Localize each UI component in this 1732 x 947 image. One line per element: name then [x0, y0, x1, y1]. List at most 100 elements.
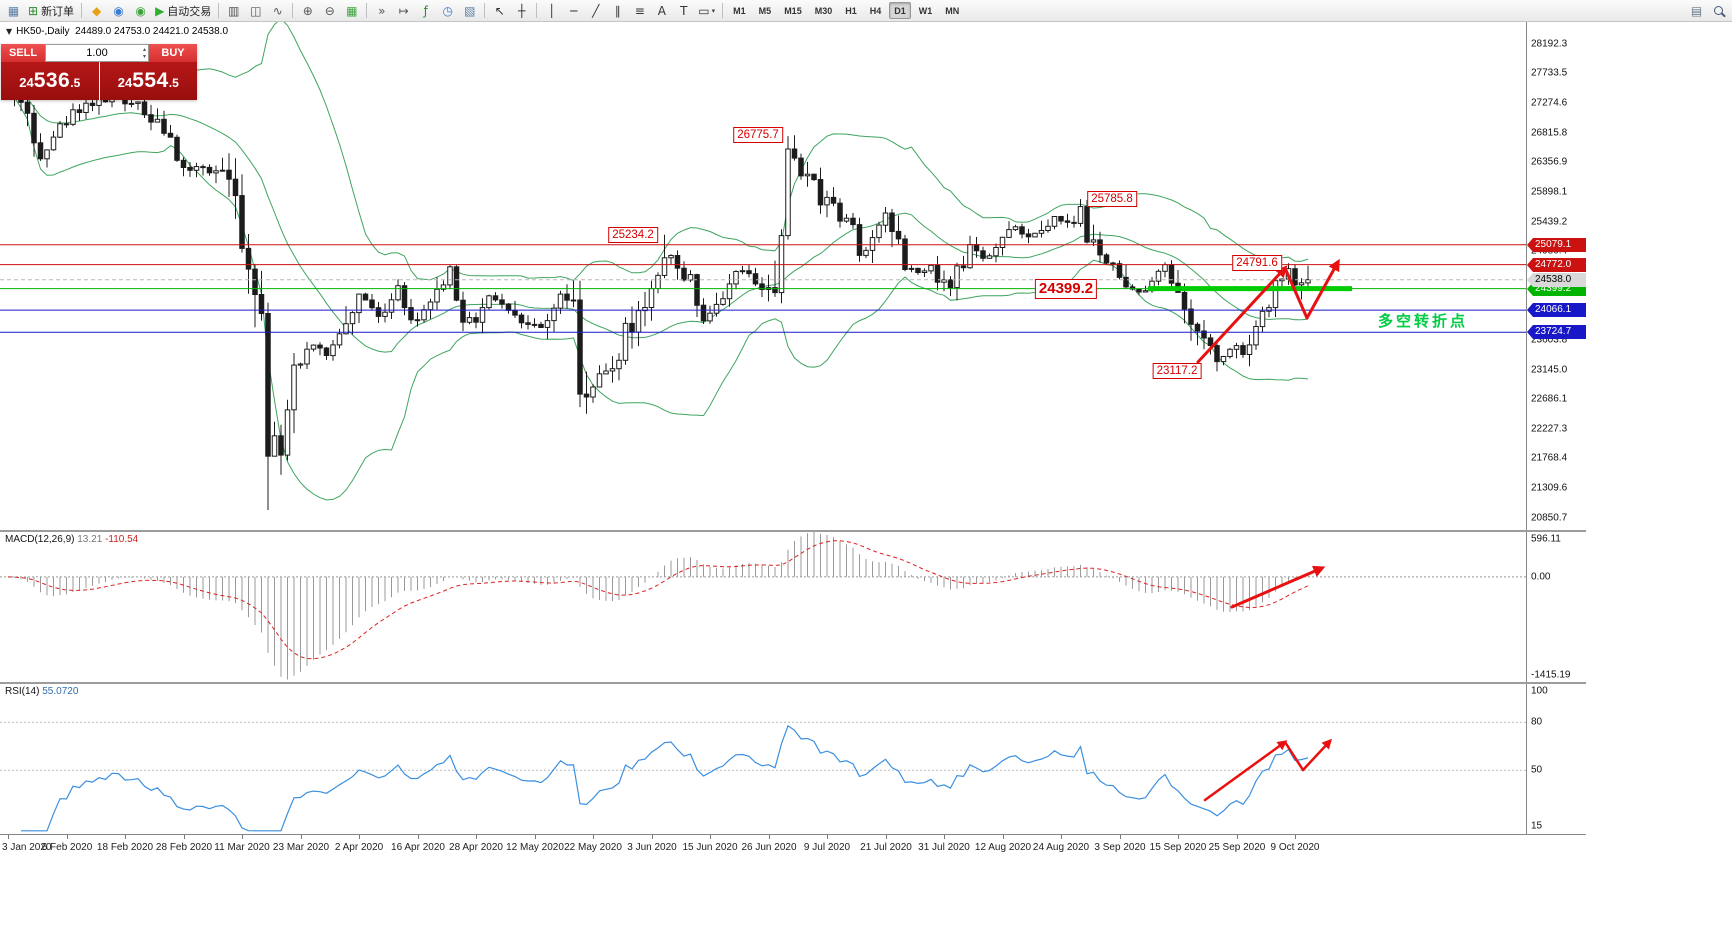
toolbar-separator — [536, 3, 538, 18]
templates-button[interactable]: ▧ — [459, 1, 480, 20]
autotrading-button[interactable]: ▶ 自动交易 — [152, 1, 214, 20]
time-tick — [944, 835, 945, 839]
timeframe-button-MN[interactable]: MN — [945, 5, 960, 16]
chevron-down-icon: ▾ — [711, 6, 716, 15]
price-tick: 25439.2 — [1531, 216, 1568, 228]
rsi-chart-svg[interactable] — [0, 684, 1526, 834]
candles-group — [5, 81, 1311, 510]
price-digits: .5 — [70, 76, 81, 90]
chart-shift-button[interactable]: ↦ — [393, 1, 414, 20]
macd-histogram — [14, 532, 1309, 680]
vertical-line-button[interactable]: │ — [541, 1, 562, 20]
bar-chart-type-icon: ▥ — [228, 3, 240, 18]
toolbar-separator — [218, 3, 220, 18]
zoom-out-button[interactable]: ⊖ — [319, 1, 340, 20]
volume-increase-icon[interactable]: ▴ — [142, 46, 146, 53]
volume-spinner[interactable]: ▴ ▾ — [143, 46, 146, 60]
line-chart-type-button[interactable]: ∿ — [267, 1, 288, 20]
volume-decrease-icon[interactable]: ▾ — [142, 53, 146, 60]
timeframe-button-H4[interactable]: H4 — [869, 5, 882, 16]
trendline-button[interactable]: ╱ — [585, 1, 606, 20]
periods-button[interactable]: ◷ — [437, 1, 458, 20]
templates-icon: ▧ — [464, 3, 476, 18]
text-label-icon: T — [680, 3, 688, 18]
timeframe-button-M1[interactable]: M1 — [733, 5, 746, 16]
time-axis[interactable]: 3 Jan 2020 6 Feb 2020 18 Feb 2020 28 Feb 20… — [0, 834, 1586, 856]
price-tag: 24538.0 — [1527, 273, 1586, 287]
timeframe-button-M5[interactable]: M5 — [758, 5, 772, 16]
price-tick: 21768.4 — [1531, 452, 1568, 464]
bollinger-upper-band — [7, 22, 1309, 282]
timeframe-button-D1[interactable]: D1 — [889, 2, 911, 19]
price-axis[interactable]: 28192.3 27733.5 27274.6 26815.8 26356.9 25898… — [1526, 22, 1586, 530]
buy-button[interactable]: BUY — [149, 44, 197, 62]
equidistant-channel-icon: ∥ — [614, 3, 621, 18]
magnifier-icon — [1714, 6, 1723, 15]
auto-scroll-icon: » — [378, 3, 386, 18]
rsi-label: RSI(14) 55.0720 — [5, 686, 78, 697]
fibonacci-button[interactable]: ≡ — [629, 1, 650, 20]
price-tag: 23724.7 — [1527, 325, 1586, 339]
new-chart-icon: ▦ — [7, 3, 20, 18]
indicators-icon: ƒ — [423, 3, 428, 18]
time-tick — [8, 835, 9, 839]
macd-chart-svg[interactable] — [0, 532, 1526, 682]
signals-button[interactable]: ◉ — [108, 1, 129, 20]
price-tag: 24066.1 — [1527, 303, 1586, 317]
panel-splitter[interactable] — [0, 530, 1586, 532]
window-list-button[interactable]: ▤ — [1686, 1, 1707, 20]
rsi-axis[interactable]: 100 80 50 15 — [1526, 684, 1586, 834]
date-label: 3 Sep 2020 — [1094, 842, 1146, 853]
search-button[interactable] — [1708, 1, 1729, 20]
auto-scroll-button[interactable]: » — [371, 1, 392, 20]
price-tag: 24772.0 — [1527, 258, 1586, 272]
bollinger-middle-band — [7, 84, 1309, 353]
autotrading-button-label: 自动交易 — [167, 5, 212, 18]
new-chart-button[interactable]: ▦ — [3, 1, 24, 20]
date-label: 6 Feb 2020 — [41, 842, 93, 853]
timeframe-button-H1[interactable]: H1 — [845, 5, 857, 16]
price-chart-svg[interactable] — [0, 22, 1526, 530]
equidistant-channel-button[interactable]: ∥ — [607, 1, 628, 20]
timeframe-button-M15[interactable]: M15 — [784, 5, 802, 16]
candlestick-chart-type-button[interactable]: ◫ — [245, 1, 266, 20]
new-order-button[interactable]: ⊞ 新订单 — [25, 1, 77, 20]
time-tick — [535, 835, 536, 839]
main-toolbar: ▦ ⊞ 新订单 ◆ ◉ ◉ ▶ 自动交易 ▥ ◫ ∿ ⊕ ⊖ ▦ » ↦ ƒ ◷ ▧ ↖ ┼ │ ─ ╱ ∥ ≡ A T ▭ ▾ M1 M5 M… — [0, 0, 1732, 22]
candlestick-chart-type-icon: ◫ — [250, 3, 262, 18]
sell-price-display[interactable]: 24 536.5 — [1, 62, 99, 100]
tile-windows-button[interactable]: ▦ — [341, 1, 362, 20]
time-tick — [1120, 835, 1121, 839]
crosshair-button[interactable]: ┼ — [511, 1, 532, 20]
volume-input[interactable]: 1.00 ▴ ▾ — [45, 44, 149, 62]
horizontal-line-button[interactable]: ─ — [563, 1, 584, 20]
macd-axis[interactable]: 596.11 0.00 -1415.19 — [1526, 532, 1586, 682]
bar-chart-type-button[interactable]: ▥ — [223, 1, 244, 20]
market-button[interactable]: ◆ — [86, 1, 107, 20]
time-tick — [593, 835, 594, 839]
zoom-in-button[interactable]: ⊕ — [297, 1, 318, 20]
panel-splitter[interactable] — [0, 682, 1586, 684]
zoom-in-icon: ⊕ — [302, 3, 313, 18]
community-button[interactable]: ◉ — [130, 1, 151, 20]
price-tick: 26356.9 — [1531, 156, 1568, 168]
text-label-button[interactable]: T — [673, 1, 694, 20]
fibonacci-icon: ≡ — [634, 3, 645, 18]
indicators-button[interactable]: ƒ — [415, 1, 436, 20]
time-tick — [67, 835, 68, 839]
date-label: 9 Jul 2020 — [803, 842, 851, 853]
text-button[interactable]: A — [651, 1, 672, 20]
cursor-button[interactable]: ↖ — [489, 1, 510, 20]
shapes-icon: ▭ — [698, 3, 710, 18]
timeframe-button-W1[interactable]: W1 — [918, 5, 933, 16]
time-tick — [886, 835, 887, 839]
timeframe-button-M30[interactable]: M30 — [814, 5, 833, 16]
shapes-button[interactable]: ▭ ▾ — [695, 1, 718, 20]
new-order-icon: ⊞ — [28, 3, 39, 18]
buy-price-display[interactable]: 24 554.5 — [99, 62, 197, 100]
sell-button[interactable]: SELL — [1, 44, 45, 62]
text-icon: A — [657, 3, 666, 18]
one-click-collapse-icon[interactable]: ▼ — [6, 27, 13, 36]
rsi-tick: 80 — [1531, 716, 1543, 728]
